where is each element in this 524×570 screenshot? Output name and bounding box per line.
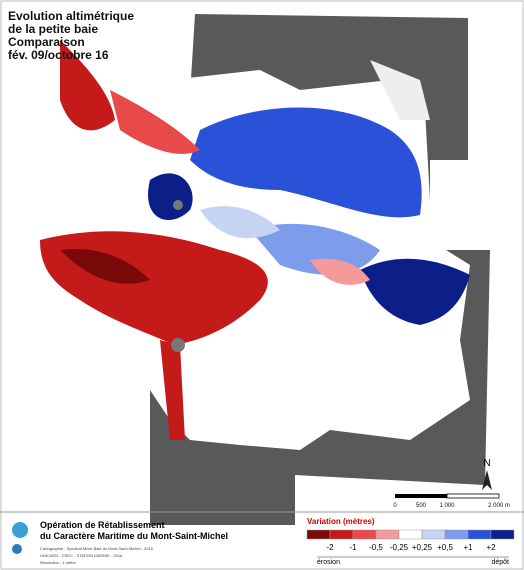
tombelaine — [173, 200, 183, 210]
legend-label: -2 — [326, 543, 334, 552]
legend-label: -0,5 — [369, 543, 383, 552]
channel — [160, 340, 185, 440]
title-line: Comparaison — [8, 35, 85, 49]
logo — [12, 544, 22, 554]
legend-swatch — [306, 529, 331, 540]
title-line: Evolution altimétrique — [8, 9, 134, 23]
scale-labels: 0 500 1 000 2 000 m — [393, 503, 510, 509]
scale-label: 0 — [393, 503, 397, 509]
deposit-zone — [190, 107, 422, 218]
scale-label: 500 — [416, 503, 427, 509]
title-line: fév. 09/octobre 16 — [8, 48, 109, 62]
erosion-zone — [60, 40, 115, 131]
legend-swatch — [352, 529, 377, 540]
legend-swatch — [375, 529, 400, 540]
legend: Variation (mètres) -2 -1 -0,5 -0,25 +0,25 +0,5… — [306, 517, 515, 566]
scale-label: 2 000 m — [488, 503, 510, 509]
legend-swatch — [467, 529, 492, 540]
mont-saint-michel — [171, 338, 185, 352]
deposit-zone — [250, 223, 380, 275]
land — [370, 60, 430, 120]
north-arrow — [482, 470, 492, 490]
legend-swatch — [421, 529, 446, 540]
scale-bar — [446, 493, 500, 499]
legend-title: Variation (mètres) — [307, 517, 375, 526]
legend-label: -0,25 — [390, 543, 409, 552]
legend-left: érosion — [317, 559, 340, 566]
scale-bar — [395, 494, 447, 498]
legend-label: +2 — [486, 543, 496, 552]
legend-label: +0,5 — [437, 543, 453, 552]
footer-title: Opération de Rétablissement — [40, 520, 165, 530]
deposit-zone — [200, 206, 280, 239]
deposit-zone — [360, 258, 470, 325]
legend-swatch — [444, 529, 469, 540]
footer-credit: Résolution : 1 mètre — [40, 560, 77, 565]
logo — [12, 522, 28, 538]
legend-right: dépôt — [491, 559, 509, 566]
erosion-zone — [60, 249, 150, 284]
title-line: de la petite baie — [8, 22, 98, 36]
legend-swatch — [329, 529, 354, 540]
erosion-zone — [110, 90, 200, 154]
legend-label: +0,25 — [412, 543, 433, 552]
north-label: N — [483, 458, 490, 469]
legend-swatch — [398, 529, 423, 540]
legend-label: +1 — [463, 543, 473, 552]
scale-label: 1 000 — [439, 503, 455, 509]
footer-title: du Caractère Maritime du Mont-Saint-Mich… — [40, 531, 228, 541]
legend-label: -1 — [349, 543, 357, 552]
footer-credit: UNICAEN - CREC - STATION MARINE - 2016 — [40, 553, 123, 558]
footer-credit: Cartographie : Syndicat Mixte Baie du Mo… — [40, 546, 154, 551]
legend-swatch — [490, 529, 515, 540]
erosion-zone — [310, 258, 370, 285]
